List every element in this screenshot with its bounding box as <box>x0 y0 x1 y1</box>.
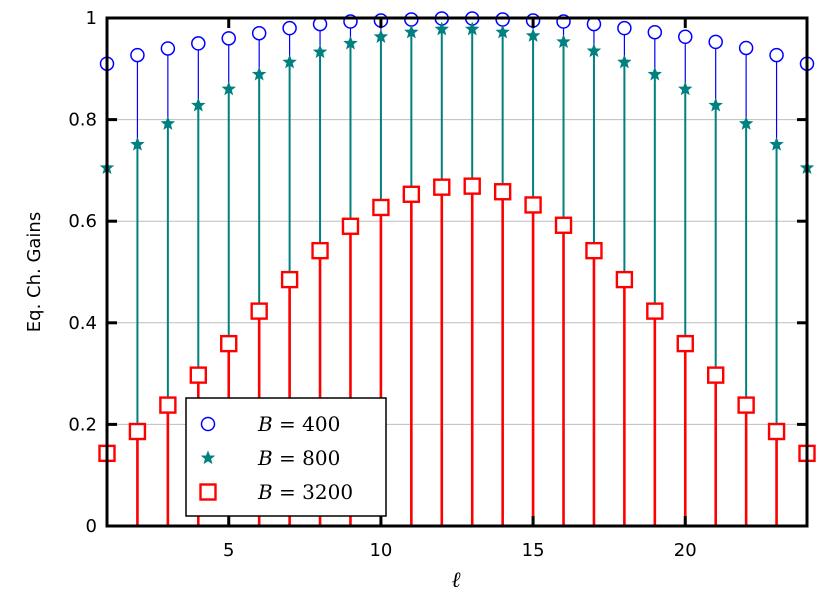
data-point <box>708 34 723 50</box>
data-point <box>189 366 208 384</box>
axis-ticks: 00.20.40.60.815 10 15 20 <box>68 8 807 561</box>
data-point <box>341 217 360 235</box>
data-point <box>343 35 358 50</box>
data-point <box>615 270 634 289</box>
data-point <box>433 178 451 196</box>
data-point <box>586 43 602 58</box>
y-tick-label: 0.2 <box>68 414 97 435</box>
legend: B = 400 B = 800 B = 3200 <box>185 397 387 517</box>
data-point <box>769 136 784 151</box>
data-point <box>676 334 694 353</box>
data-point <box>280 270 299 289</box>
data-point <box>251 66 267 81</box>
y-tick-label: 0 <box>86 516 97 537</box>
y-tick-label: 1 <box>86 8 97 29</box>
data-point <box>767 422 786 441</box>
x-tick-label: 20 <box>674 540 697 561</box>
data-point <box>251 25 267 41</box>
data-point <box>160 116 176 130</box>
legend-marker-star <box>200 450 216 465</box>
data-point <box>130 47 145 63</box>
data-point <box>250 302 268 320</box>
data-point <box>738 116 754 130</box>
data-point <box>464 21 480 36</box>
data-point <box>678 81 693 96</box>
data-point <box>617 20 632 36</box>
data-point <box>221 31 236 46</box>
data-point <box>769 47 784 63</box>
y-tick-label: 0.8 <box>68 110 97 131</box>
x-tick-label: 10 <box>369 540 392 561</box>
data-point <box>706 366 725 384</box>
data-point <box>463 177 481 195</box>
data-point <box>678 29 693 45</box>
y-tick-label: 0.4 <box>68 313 97 334</box>
data-point <box>647 24 663 40</box>
data-point <box>586 16 602 32</box>
data-point <box>159 396 177 414</box>
data-point <box>617 54 632 69</box>
y-tick-label: 0.6 <box>68 211 97 232</box>
data-point <box>311 241 329 260</box>
data-point <box>404 24 419 39</box>
legend-marker-circle <box>200 416 216 432</box>
data-point <box>404 12 419 27</box>
legend-label: B = 3200 <box>257 480 353 504</box>
data-point <box>737 396 755 414</box>
data-point <box>160 41 176 56</box>
data-point <box>282 20 297 36</box>
data-point <box>312 16 328 32</box>
plot-frame <box>105 16 809 528</box>
data-point <box>738 40 754 56</box>
data-point <box>191 36 206 51</box>
x-axis-label: ℓ <box>451 568 461 593</box>
legend-marker-square <box>199 483 217 501</box>
data-point <box>372 198 390 217</box>
data-point <box>525 28 541 42</box>
data-point <box>373 29 389 43</box>
data-point <box>495 24 510 39</box>
data-point <box>524 196 542 214</box>
data-point <box>554 216 573 234</box>
data-point <box>220 334 238 353</box>
data-point <box>556 34 571 49</box>
data-point <box>191 97 206 112</box>
grid-lines <box>107 119 807 425</box>
data-point <box>495 12 510 27</box>
y-axis-label: Eq. Ch. Gains <box>24 212 45 332</box>
data-point <box>312 44 328 59</box>
data-point <box>585 241 603 260</box>
legend-box <box>185 397 387 517</box>
data-point <box>647 66 663 81</box>
data-point <box>130 136 145 151</box>
legend-label: B = 800 <box>257 446 340 470</box>
data-point <box>282 54 297 69</box>
data-point <box>646 302 664 320</box>
x-tick-label: 15 <box>522 540 545 561</box>
data-point <box>493 183 512 201</box>
data-point <box>708 97 723 112</box>
data-point <box>434 21 450 36</box>
data-point <box>402 185 421 203</box>
x-tick-label: 5 <box>223 540 234 561</box>
data-point <box>128 422 147 441</box>
data-point <box>221 81 236 96</box>
legend-label: B = 400 <box>257 412 340 436</box>
